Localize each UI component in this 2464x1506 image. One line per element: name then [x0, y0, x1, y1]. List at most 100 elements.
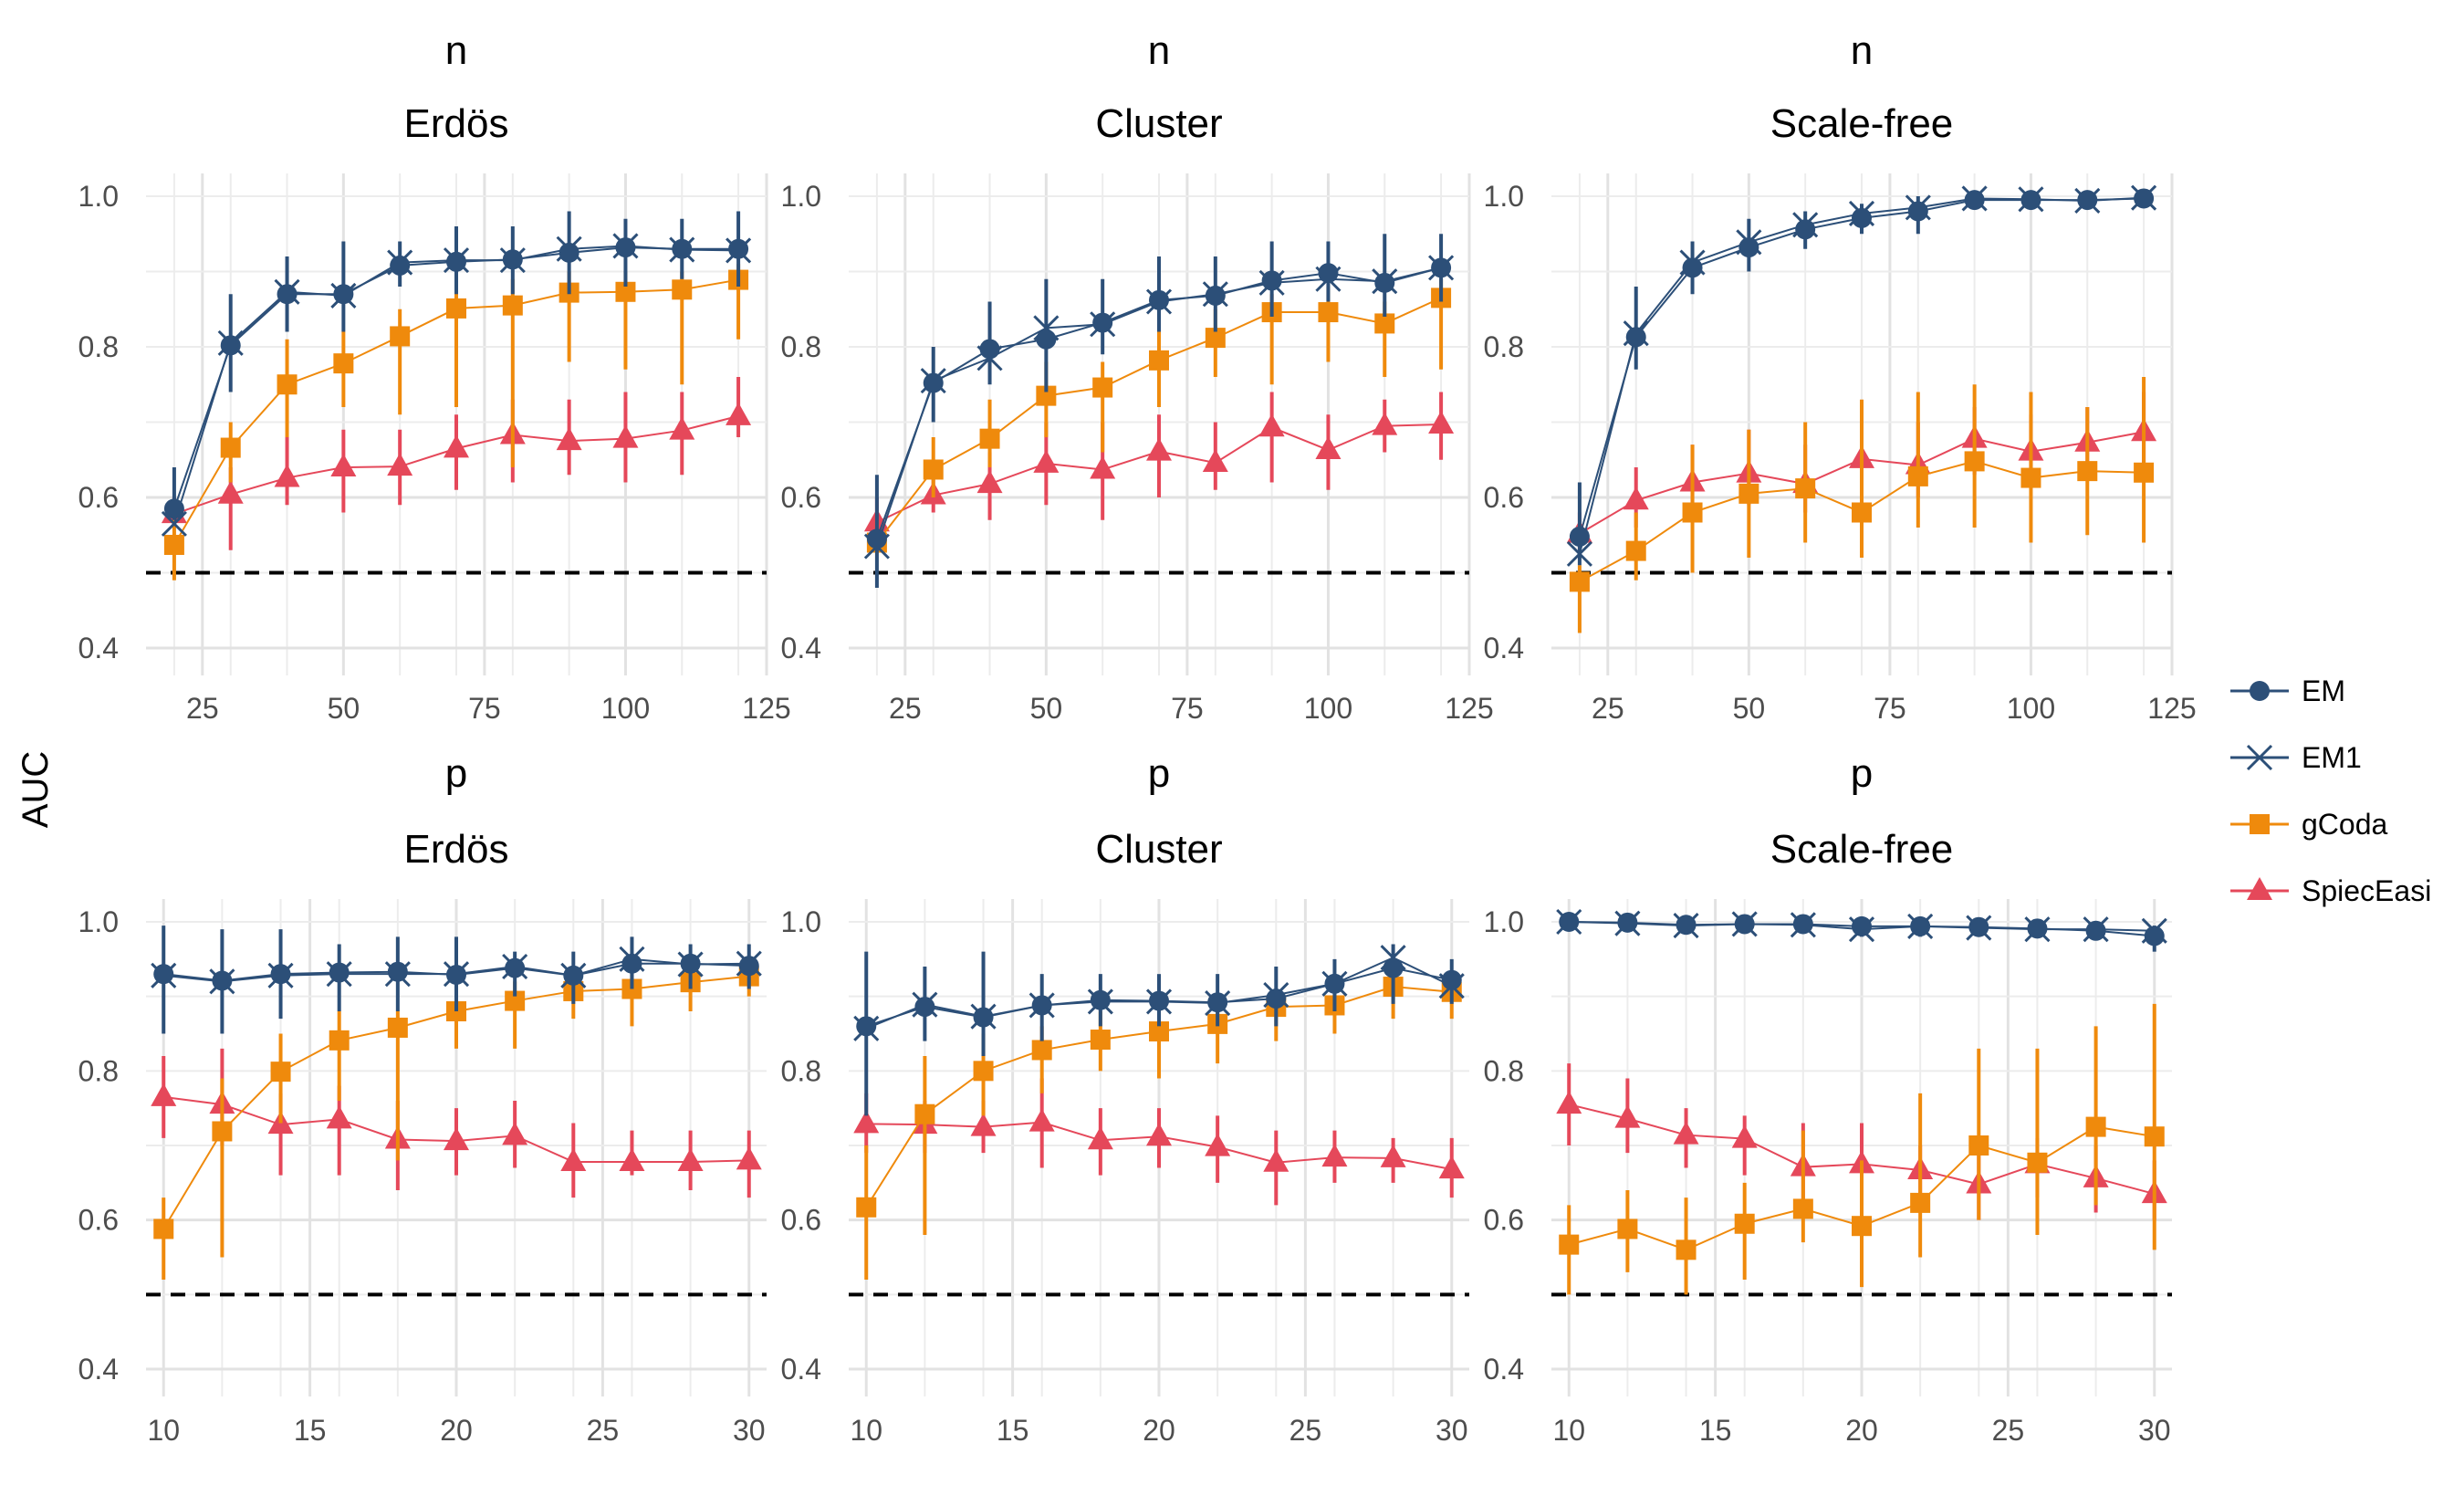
data-point	[1617, 1218, 1638, 1239]
data-point	[2027, 1152, 2048, 1173]
data-point	[329, 962, 350, 983]
data-point	[1028, 1108, 1055, 1132]
data-point	[1266, 988, 1287, 1009]
y-tick-label: 0.8	[1484, 1054, 1524, 1087]
series-spieceasi	[863, 392, 1455, 550]
data-point	[1146, 437, 1172, 461]
data-point	[2144, 1126, 2165, 1147]
data-point	[1087, 1126, 1113, 1150]
y-tick-label: 0.8	[78, 330, 119, 363]
series-gcoda	[1559, 1003, 2165, 1295]
data-point	[1569, 526, 1590, 547]
data-point	[2077, 461, 2098, 482]
data-point	[153, 964, 174, 985]
series-em	[1569, 188, 2155, 566]
data-point	[390, 326, 411, 347]
data-point	[2085, 920, 2106, 941]
data-point	[270, 964, 291, 985]
data-point	[1321, 1144, 1348, 1167]
x-tick-label: 20	[1845, 1414, 1878, 1447]
data-point	[1149, 990, 1169, 1011]
data-point	[1438, 1156, 1465, 1179]
data-point	[1673, 1121, 1699, 1145]
data-point	[923, 459, 944, 480]
x-tick-label: 25	[186, 692, 219, 725]
data-point	[1033, 449, 1060, 473]
data-point	[333, 353, 354, 374]
data-point	[502, 1122, 528, 1145]
x-tick-label: 30	[733, 1414, 766, 1447]
data-point	[556, 427, 582, 451]
panel-title: Erdös	[404, 827, 509, 872]
legend-label: gCoda	[2302, 808, 2388, 841]
y-tick-label: 0.8	[1484, 330, 1524, 363]
panel-row-title: p	[1851, 751, 1873, 796]
data-point	[615, 281, 636, 302]
data-point	[1428, 410, 1455, 434]
data-point	[444, 434, 469, 458]
panel-title: Cluster	[1095, 827, 1222, 872]
legend: EM EM1 gCoda SpiecEasi	[2230, 675, 2431, 907]
x-tick-label: 30	[1436, 1414, 1468, 1447]
data-point	[726, 402, 752, 425]
series-gcoda	[163, 264, 749, 580]
panel-title: Scale-free	[1770, 101, 1954, 146]
data-point	[856, 1016, 877, 1037]
y-tick-label: 0.4	[78, 1353, 119, 1386]
panel-1: n Erdös 0.4 0.6 0.8 1.0 25 50 75 100 125	[78, 28, 791, 725]
x-tick-label: 25	[587, 1414, 620, 1447]
data-point	[387, 961, 408, 982]
legend-item: EM1	[2230, 741, 2362, 774]
data-point	[1149, 350, 1169, 371]
data-point	[923, 372, 944, 393]
x-tick-label: 20	[440, 1414, 473, 1447]
series-em	[153, 926, 759, 1034]
data-point	[612, 424, 639, 448]
data-point	[979, 428, 1000, 449]
data-point	[1092, 377, 1113, 398]
data-point	[1258, 413, 1285, 437]
x-tick-label: 30	[2138, 1414, 2171, 1447]
legend-key-marker	[2247, 877, 2272, 900]
x-tick-label: 75	[468, 692, 501, 725]
y-tick-label: 0.6	[78, 481, 119, 514]
data-point	[387, 1017, 408, 1038]
data-point	[1090, 455, 1116, 479]
y-tick-label: 1.0	[781, 180, 821, 213]
data-point	[1372, 412, 1398, 435]
data-point	[1738, 237, 1759, 258]
x-tick-label: 125	[1445, 692, 1493, 725]
data-point	[1205, 328, 1226, 349]
y-tick-label: 0.4	[781, 1353, 821, 1386]
data-point	[163, 498, 184, 519]
data-point	[1380, 1144, 1406, 1167]
panel-title: Scale-free	[1770, 827, 1954, 872]
data-point	[212, 970, 233, 991]
data-point	[738, 956, 759, 977]
legend-item: EM	[2230, 675, 2345, 707]
data-point	[505, 957, 526, 978]
data-point	[1968, 916, 1989, 937]
x-tick-label: 25	[889, 692, 922, 725]
data-point	[1964, 190, 1985, 211]
data-point	[1625, 327, 1646, 348]
data-point	[1964, 451, 1985, 472]
x-tick-label: 75	[1874, 692, 1906, 725]
data-point	[619, 1147, 645, 1171]
data-point	[856, 1197, 877, 1218]
data-point	[1907, 201, 1928, 222]
series-em	[856, 944, 1462, 1116]
panel-3: n Scale-free 0.4 0.6 0.8 1.0 25 50 75 100 125	[1484, 28, 2197, 725]
data-point	[1852, 915, 1872, 936]
y-tick-label: 0.4	[78, 632, 119, 664]
data-point	[914, 1103, 935, 1124]
data-point	[1036, 385, 1057, 406]
panel-row-title: n	[1851, 28, 1873, 73]
data-point	[387, 453, 413, 476]
y-tick-label: 0.6	[781, 1204, 821, 1237]
data-point	[1910, 915, 1931, 936]
data-point	[2020, 190, 2041, 211]
data-point	[217, 480, 244, 504]
x-tick-label: 50	[1030, 692, 1063, 725]
data-point	[153, 1218, 174, 1239]
